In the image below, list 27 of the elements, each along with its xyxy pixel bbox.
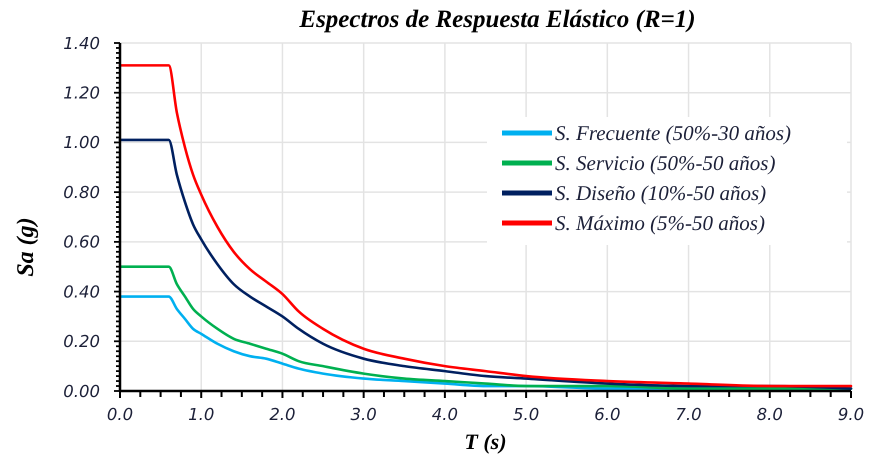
legend-label: S. Diseño (10%-50 años) (555, 180, 766, 205)
x-axis-title: T (s) (464, 429, 507, 454)
chart-title: Espectros de Respuesta Elástico (R=1) (298, 6, 696, 33)
legend-label: S. Frecuente (50%-30 años) (555, 120, 791, 145)
line-series (118, 64, 852, 388)
x-tick-label: 0.0 (106, 405, 134, 424)
y-tick-label: 0.60 (63, 232, 100, 252)
legend-label: S. Máximo (5%-50 años) (555, 210, 765, 235)
x-tick-label: 4.0 (432, 405, 458, 424)
y-tick-label: 1.00 (63, 133, 100, 152)
x-tick-label: 7.0 (675, 405, 702, 424)
line-series (118, 265, 852, 390)
y-tick-label: 1.40 (63, 34, 100, 53)
y-tick-label: 0.40 (63, 282, 100, 302)
y-axis-title: Sa (g) (13, 217, 39, 277)
x-tick-label: 5.0 (512, 405, 540, 424)
y-tick-label: 1.20 (63, 83, 100, 102)
x-tick-label: 3.0 (350, 405, 377, 424)
x-tick-label: 1.0 (188, 405, 214, 424)
x-tick-label: 6.0 (594, 405, 620, 424)
y-tick-label: 0.00 (63, 382, 100, 401)
legend-label: S. Servicio (50%-50 años) (555, 150, 776, 175)
y-tick-label: 0.20 (63, 332, 100, 352)
x-tick-label: 8.0 (756, 405, 783, 424)
x-tick-label: 2.0 (269, 405, 296, 424)
y-tick-label: 0.80 (63, 182, 100, 202)
x-tick-label: 9.0 (838, 405, 864, 424)
